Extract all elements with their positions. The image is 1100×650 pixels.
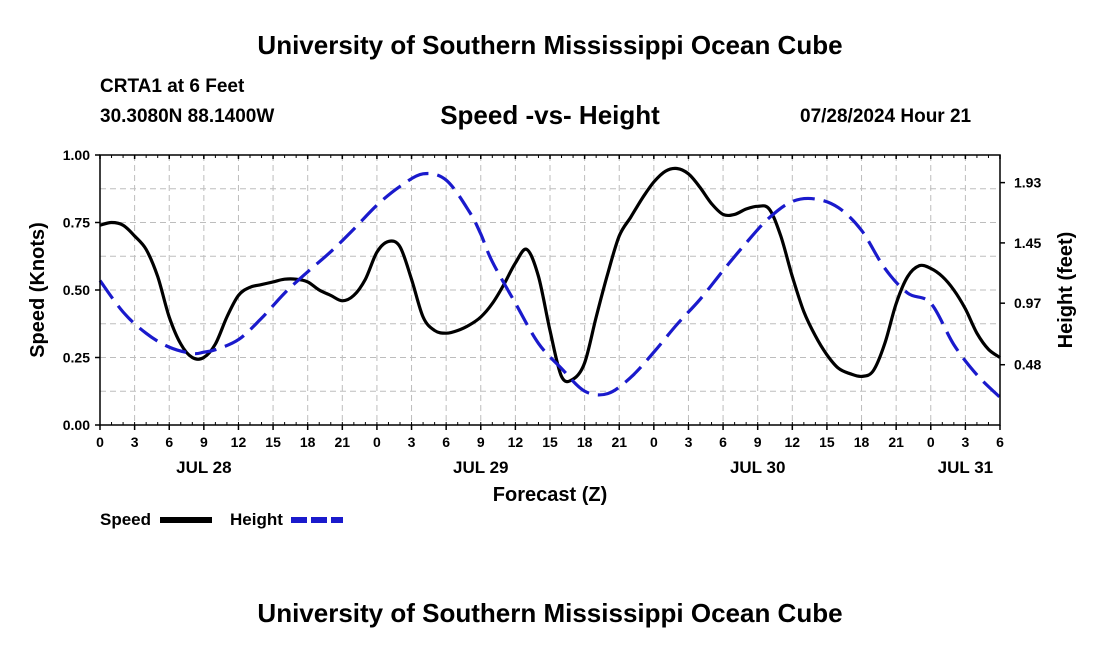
x-tick-label: 15 — [819, 434, 835, 450]
y2-tick-label: 1.45 — [1014, 235, 1041, 251]
x-tick-label: 3 — [408, 434, 416, 450]
legend-label-speed: Speed — [100, 510, 151, 529]
y2-tick-label: 0.48 — [1014, 357, 1041, 373]
x-tick-label: 9 — [754, 434, 762, 450]
y-tick-label: 1.00 — [63, 147, 90, 163]
x-tick-label: 0 — [650, 434, 658, 450]
x-tick-label: 9 — [477, 434, 485, 450]
x-tick-label: 15 — [265, 434, 281, 450]
x-tick-label: 12 — [231, 434, 247, 450]
y-tick-label: 0.25 — [63, 350, 90, 366]
x-tick-label: 12 — [785, 434, 801, 450]
x-tick-label: 21 — [335, 434, 351, 450]
legend-label-height: Height — [230, 510, 283, 529]
x-tick-label: 21 — [888, 434, 904, 450]
x-tick-label: 18 — [300, 434, 316, 450]
station-coordinates: 30.3080N 88.1400W — [100, 106, 275, 127]
axes: 0 3 6 9 12 15 18 21 0 3 6 9 12 15 18 21 0 3 6 9 12 15 18 21 0 3 6 0… — [27, 147, 1077, 506]
x-tick-label: 0 — [96, 434, 104, 450]
page-title: University of Southern Mississippi Ocean… — [257, 30, 843, 60]
y2-tick-label: 1.93 — [1014, 175, 1041, 191]
grid-lines — [100, 155, 1000, 425]
x-tick-label: 6 — [442, 434, 450, 450]
x-day-label: JUL 31 — [938, 458, 993, 477]
x-tick-label: 18 — [577, 434, 593, 450]
x-tick-label: 15 — [542, 434, 558, 450]
x-tick-label: 3 — [131, 434, 139, 450]
chart-title: Speed -vs- Height — [440, 100, 660, 130]
station-label: CRTA1 at 6 Feet — [100, 76, 245, 97]
x-tick-label: 18 — [854, 434, 870, 450]
y2-axis-label: Height (feet) — [1055, 232, 1077, 349]
x-tick-label: 21 — [611, 434, 627, 450]
y-tick-label: 0.75 — [63, 215, 90, 231]
series-lines — [98, 166, 1002, 399]
x-day-label: JUL 29 — [453, 458, 508, 477]
series-line-height — [98, 171, 1002, 399]
x-day-label: JUL 30 — [730, 458, 785, 477]
y-axis-label: Speed (Knots) — [27, 222, 49, 358]
y-tick-label: 0.50 — [63, 282, 90, 298]
series-line-speed — [99, 166, 1001, 384]
forecast-datetime: 07/28/2024 Hour 21 — [800, 106, 972, 127]
y-tick-label: 0.00 — [63, 417, 90, 433]
x-tick-label: 9 — [200, 434, 208, 450]
x-tick-label: 3 — [961, 434, 969, 450]
x-tick-label: 3 — [685, 434, 693, 450]
x-tick-label: 6 — [996, 434, 1004, 450]
x-tick-label: 12 — [508, 434, 524, 450]
legend: Speed Height — [100, 510, 343, 529]
x-tick-label: 0 — [373, 434, 381, 450]
x-axis-label: Forecast (Z) — [493, 484, 607, 506]
y2-tick-label: 0.97 — [1014, 295, 1041, 311]
x-tick-label: 0 — [927, 434, 935, 450]
footer-title: University of Southern Mississippi Ocean… — [257, 598, 843, 628]
x-day-label: JUL 28 — [176, 458, 231, 477]
x-tick-label: 6 — [719, 434, 727, 450]
x-tick-label: 6 — [165, 434, 173, 450]
